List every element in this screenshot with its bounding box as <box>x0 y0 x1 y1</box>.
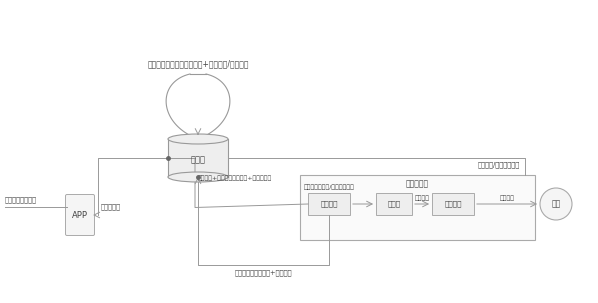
Circle shape <box>540 188 572 220</box>
Ellipse shape <box>168 134 228 144</box>
Text: 绑定、充值等业务: 绑定、充值等业务 <box>5 197 37 203</box>
Bar <box>432 193 474 215</box>
Text: 卡片信息: 卡片信息 <box>414 195 429 201</box>
Text: 卡片信息: 卡片信息 <box>499 195 514 201</box>
Text: 消费记录等: 消费记录等 <box>101 203 121 210</box>
Bar <box>376 193 412 215</box>
Text: 用户选择的洗衣模式+卡片信息: 用户选择的洗衣模式+卡片信息 <box>235 269 292 276</box>
Text: 刷卡模块: 刷卡模块 <box>444 201 462 207</box>
FancyBboxPatch shape <box>66 195 94 235</box>
Text: 卡片: 卡片 <box>551 199 561 208</box>
Ellipse shape <box>168 172 228 182</box>
Text: 洗衣机启动命令/启动失败原因: 洗衣机启动命令/启动失败原因 <box>304 185 355 190</box>
Bar <box>308 193 350 215</box>
Bar <box>168 139 228 177</box>
Text: 启动指令/启动失败原因: 启动指令/启动失败原因 <box>478 161 520 168</box>
Text: 服务器: 服务器 <box>191 155 206 165</box>
Bar <box>300 175 535 240</box>
Text: 通讯模块: 通讯模块 <box>321 201 338 207</box>
Text: 洗衣机面板: 洗衣机面板 <box>406 179 429 188</box>
Text: 处理器: 处理器 <box>388 201 401 207</box>
Text: APP: APP <box>72 211 88 219</box>
Text: 保持连接+反馈用户卡片信息+所选择模式: 保持连接+反馈用户卡片信息+所选择模式 <box>198 175 272 181</box>
Text: 查询用户余额是否满足扣款+更新余额/扣款失败: 查询用户余额是否满足扣款+更新余额/扣款失败 <box>147 59 249 68</box>
